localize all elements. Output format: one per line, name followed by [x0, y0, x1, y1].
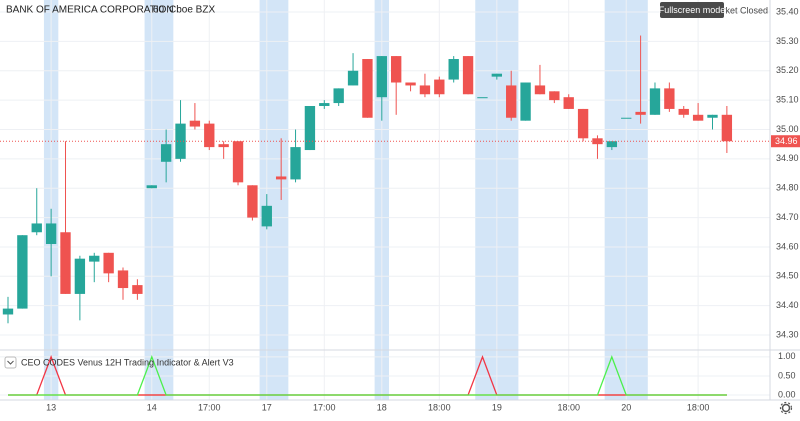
x-tick-label: 13	[46, 402, 56, 412]
x-tick-label: 18:00	[428, 402, 451, 412]
candle-body	[275, 176, 287, 180]
indicator-line	[8, 355, 727, 396]
indicator-tick-label: 0.50	[778, 370, 796, 380]
indicator-tick-label: 1.00	[778, 351, 796, 361]
grid-layer	[0, 0, 770, 400]
y-tick-label: 34.80	[776, 183, 799, 193]
candle-body	[664, 88, 675, 109]
candle-body	[477, 97, 488, 99]
candle-body	[189, 120, 201, 127]
candle-body	[405, 82, 416, 86]
candle-body	[60, 232, 71, 294]
candle-body	[2, 308, 14, 315]
x-tick-label: 14	[147, 402, 157, 412]
y-tick-label: 35.00	[776, 124, 799, 134]
market-status: Market Closed	[710, 5, 768, 15]
candle-body	[319, 103, 330, 106]
last-price-label: 34.96	[775, 136, 798, 146]
candle-body	[707, 114, 718, 118]
candle-body	[549, 91, 560, 101]
indicator-tick-label: 0.00	[778, 389, 796, 399]
candle-body	[232, 141, 244, 183]
candle-body	[31, 223, 42, 233]
candle-body	[563, 97, 574, 109]
candle-body	[678, 108, 689, 115]
tooltip-box	[660, 2, 724, 18]
candle-body	[621, 117, 632, 119]
candle-body	[491, 73, 503, 77]
candle-body	[17, 235, 28, 309]
y-tick-label: 35.40	[776, 6, 799, 16]
collapse-icon	[7, 360, 14, 365]
y-tick-label: 35.20	[776, 65, 799, 75]
candle-body	[376, 56, 387, 98]
candle-body	[692, 114, 704, 121]
settings-icon-teeth	[779, 401, 793, 415]
candle-body	[649, 88, 661, 115]
candle-body	[290, 147, 301, 180]
settings-icon	[781, 403, 791, 413]
x-tick-label: 18:00	[687, 402, 710, 412]
candle-body	[74, 258, 86, 294]
candle-body	[160, 144, 172, 162]
exchange: Cboe BZX	[169, 5, 215, 16]
y-tick-label: 34.90	[776, 153, 799, 163]
candle-body	[577, 108, 589, 139]
indicator-title: CEO CODES Venus 12H Trading Indicator & …	[21, 357, 234, 367]
x-tick-label: 18:00	[557, 402, 580, 412]
y-tick-label: 35.10	[776, 95, 799, 105]
collapse-button[interactable]	[4, 356, 17, 369]
candle-body	[434, 79, 445, 95]
y-tick-label: 35.30	[776, 36, 799, 46]
candle-body	[204, 123, 215, 148]
candle-body	[362, 59, 373, 118]
candle-body	[261, 205, 272, 227]
candle-body	[462, 56, 474, 95]
x-tick-label: 19	[492, 402, 502, 412]
candle-body	[146, 185, 157, 189]
candle-body	[419, 85, 431, 95]
x-tick-label: 17:00	[198, 402, 221, 412]
candle-body	[391, 56, 402, 83]
candle-body	[304, 105, 316, 151]
candle-body	[45, 223, 57, 245]
candle-body	[103, 252, 114, 274]
y-tick-label: 34.50	[776, 271, 799, 281]
candle-body	[89, 255, 100, 262]
interval: 60	[153, 5, 165, 16]
y-tick-label: 34.30	[776, 329, 799, 339]
candle-body	[721, 114, 733, 142]
candle-body	[132, 285, 143, 294]
y-tick-label: 34.60	[776, 241, 799, 251]
candle-body	[117, 270, 129, 289]
x-tick-label: 17:00	[313, 402, 336, 412]
candle-body	[520, 82, 531, 121]
y-tick-label: 34.70	[776, 212, 799, 222]
last-price-box	[771, 135, 800, 148]
x-tick-label: 18	[377, 402, 387, 412]
settings-button[interactable]	[779, 401, 793, 415]
y-tick-label: 34.40	[776, 300, 799, 310]
candle-body	[606, 141, 618, 148]
candle-body	[247, 185, 258, 218]
candle-body	[635, 111, 646, 115]
candle-layer	[0, 35, 770, 324]
symbol-title: BANK OF AMERICA CORPORATION	[6, 5, 174, 16]
candle-body	[218, 144, 229, 148]
candle-body	[534, 85, 546, 95]
x-tick-label: 20	[621, 402, 631, 412]
x-tick-label: 17	[262, 402, 272, 412]
indicator-layer	[8, 355, 727, 396]
candle-body	[347, 70, 359, 86]
candle-body	[333, 88, 344, 104]
axis-layer: 35.40 35.30 35.20 35.10 35.00 34.90 34.80 34.70…	[46, 6, 800, 412]
highlight-band	[144, 0, 174, 400]
candle-body	[448, 59, 459, 80]
highlight-band	[259, 0, 289, 400]
candle-body	[506, 85, 517, 118]
tooltip: Fullscreen mode	[659, 5, 726, 15]
